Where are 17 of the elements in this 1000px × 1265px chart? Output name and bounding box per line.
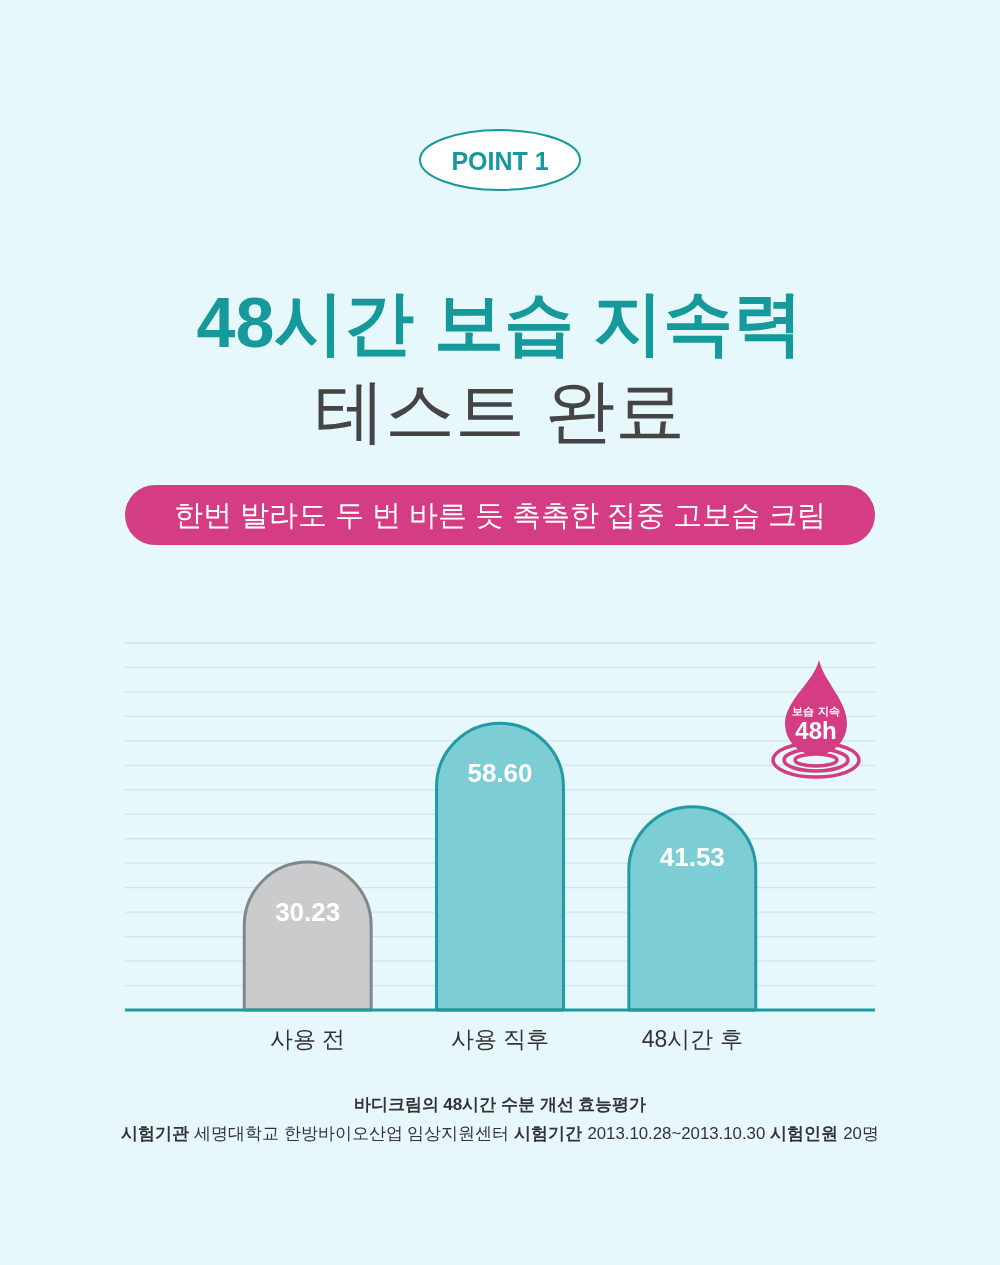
text: 2013.10.28~2013.10.30 [587,1123,766,1143]
text: POINT 1 [451,147,549,175]
data-label: 41.53 [659,841,725,872]
text: 바디크림의 48시간 수분 개선 효능평가 [353,1094,647,1114]
x-tick-label: 사용 직후 [450,1026,550,1052]
annotation: 보습 지속 [792,705,840,717]
annotation: 48h [795,716,837,744]
data-label: 58.60 [467,758,533,789]
chart-title: 48시간 보습 지속력 테스트 완료 [196,284,804,450]
chart-subtitle: 한번 발라도 두 번 바른 듯 촉촉한 집중 고보습 크림 [174,499,826,531]
text: 시험인원 [770,1123,839,1143]
text: 시험기간 [514,1123,583,1143]
text: 세명대학교 한방바이오산업 임상지원센터 [194,1123,510,1143]
text: 20명 [843,1123,879,1143]
x-tick-label: 사용 전 [270,1026,346,1052]
text: 시험기관 [121,1123,190,1143]
x-tick-label: 48시간 후 [641,1026,743,1052]
